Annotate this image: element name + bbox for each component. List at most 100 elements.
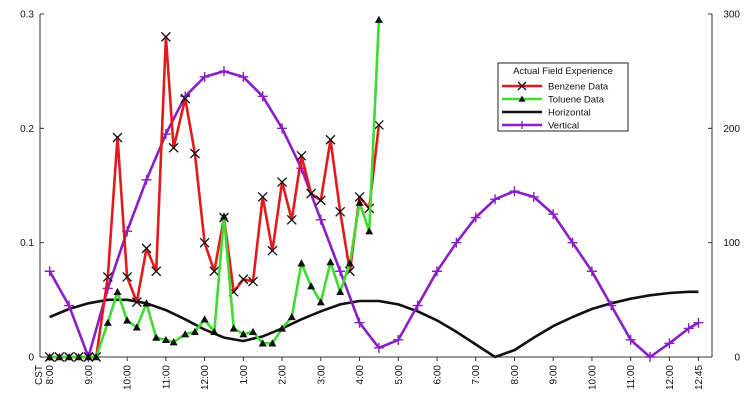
vertical-point: [218, 66, 229, 77]
benzene-data-point: [238, 274, 249, 285]
vertical-point: [693, 317, 704, 328]
x-tick-label: CST8:00: [34, 365, 56, 385]
toluene-data-series-line: [49, 19, 381, 359]
benzene-data-point: [168, 142, 179, 153]
vertical-point: [373, 342, 384, 353]
toluene-data-point: [316, 298, 325, 306]
vertical-point: [586, 266, 597, 277]
vertical-point: [683, 323, 694, 334]
toluene-data-point: [169, 338, 178, 346]
toluene-data-point: [210, 327, 219, 336]
vertical-point: [645, 352, 656, 362]
vertical-point: [606, 300, 617, 311]
vertical-point: [412, 300, 423, 311]
vertical-point: [548, 209, 559, 220]
benzene-data-point: [112, 132, 123, 143]
toluene-data-point: [249, 327, 258, 336]
toluene-data-point: [103, 318, 112, 326]
benzene-data-point: [131, 297, 142, 308]
benzene-data-point: [189, 148, 200, 159]
legend-label-toluene-data: Toluene Data: [548, 95, 605, 106]
benzene-data-point: [296, 150, 307, 161]
toluene-data-point: [200, 315, 209, 323]
x-tick-label: 6:00: [433, 365, 444, 385]
toluene-data-point: [74, 353, 83, 361]
left-y-tick-label: 0.3: [20, 10, 34, 21]
toluene-data-point: [181, 330, 190, 338]
benzene-data-point: [141, 243, 152, 254]
toluene-data-point: [45, 353, 54, 361]
vertical-point: [141, 174, 152, 185]
vertical-point: [277, 123, 288, 134]
benzene-data-point: [277, 177, 288, 188]
vertical-point: [315, 214, 326, 225]
x-tick-label: 12:45: [694, 365, 705, 390]
benzene-data-point: [335, 206, 346, 217]
vertical-point: [238, 71, 249, 82]
legend-label-benzene-data: Benzene Data: [548, 82, 609, 93]
legend-title: Actual Field Experience: [513, 66, 613, 77]
vertical-point: [393, 334, 404, 345]
benzene-data-point: [325, 134, 336, 145]
x-tick-label: 3:00: [316, 365, 327, 385]
series-layer: [44, 15, 704, 362]
toluene-data-point: [190, 327, 199, 336]
legend-label-horizontal: Horizontal: [548, 108, 591, 119]
vertical-point: [354, 317, 365, 328]
benzene-data-point: [373, 119, 384, 130]
x-tick-label: 10:00: [587, 365, 598, 390]
toluene-data-point: [161, 335, 170, 344]
toluene-data-point: [326, 258, 335, 266]
toluene-data-point: [113, 287, 122, 296]
toluene-data-point: [92, 353, 101, 361]
x-tick-label: 5:00: [394, 365, 405, 385]
x-tick-label-line: CST: [34, 365, 45, 385]
x-tick-label: 7:00: [471, 365, 482, 385]
benzene-data-point: [199, 237, 210, 248]
vertical-point: [509, 186, 520, 197]
right-y-tick-label: 200: [723, 124, 740, 135]
benzene-data-point: [267, 245, 278, 256]
benzene-data-point: [286, 214, 297, 225]
benzene-data-point: [122, 272, 133, 282]
toluene-data-point: [268, 339, 277, 347]
left-y-tick-label: 0: [28, 353, 34, 364]
horizontal-series-line: [49, 290, 699, 359]
benzene-data-point: [257, 191, 268, 202]
vertical-point: [625, 334, 636, 345]
toluene-data-point: [374, 15, 383, 23]
x-tick-label: 2:00: [278, 365, 289, 385]
toluene-data-point: [365, 227, 374, 235]
left-y-tick-label: 0.1: [20, 238, 34, 249]
vertical-point: [64, 300, 75, 311]
x-tick-label: 9:00: [84, 365, 95, 385]
x-tick-label: 9:00: [549, 365, 560, 385]
x-tick-label: 12:00: [200, 365, 211, 390]
toluene-data-point: [239, 330, 248, 338]
x-tick-label: 11:00: [626, 365, 637, 390]
toluene-data-point: [142, 299, 151, 307]
toluene-data-point: [307, 282, 316, 290]
toluene-data-point: [229, 324, 238, 332]
vertical-point: [44, 266, 55, 277]
left-y-tick-label: 0.2: [20, 124, 34, 135]
vertical-point: [199, 71, 210, 82]
right-y-tick-label: 100: [723, 238, 740, 249]
benzene-data-point: [306, 188, 317, 199]
vertical-point: [528, 191, 539, 202]
vertical-point: [567, 237, 578, 248]
legend-marker-vertical: [518, 121, 526, 129]
vertical-point: [490, 194, 501, 205]
toluene-data-point: [123, 316, 132, 324]
toluene-data-point: [65, 353, 74, 361]
legend-marker-toluene-data: [518, 95, 526, 102]
toluene-data-point: [278, 324, 287, 332]
vertical-point: [432, 266, 443, 277]
x-tick-label: 10:00: [123, 365, 134, 390]
vertical-point: [664, 338, 675, 349]
benzene-data-point: [209, 266, 220, 277]
benzene-data-point: [102, 272, 113, 282]
vertical-point: [451, 237, 462, 248]
